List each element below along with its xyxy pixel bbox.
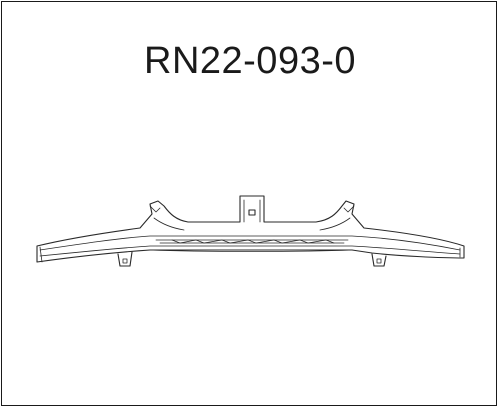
center-tab-hole [248, 209, 256, 216]
left-lower-tab [117, 251, 133, 267]
left-upper-bracket [149, 205, 185, 231]
right-lower-tab [371, 253, 387, 267]
bar-outline [36, 195, 465, 263]
left-end-cap [39, 246, 43, 263]
left-lower-tab-hole [122, 258, 128, 264]
bar-lower-edge [39, 245, 461, 257]
right-lower-tab-hole [376, 258, 382, 264]
bar-top-edge [39, 235, 461, 251]
channel-ribs [171, 239, 335, 244]
part-number-label: RN22-093-0 [144, 40, 356, 82]
right-upper-bracket [319, 205, 355, 231]
bar-channel [155, 239, 349, 244]
lower-center-ribs [149, 249, 353, 252]
